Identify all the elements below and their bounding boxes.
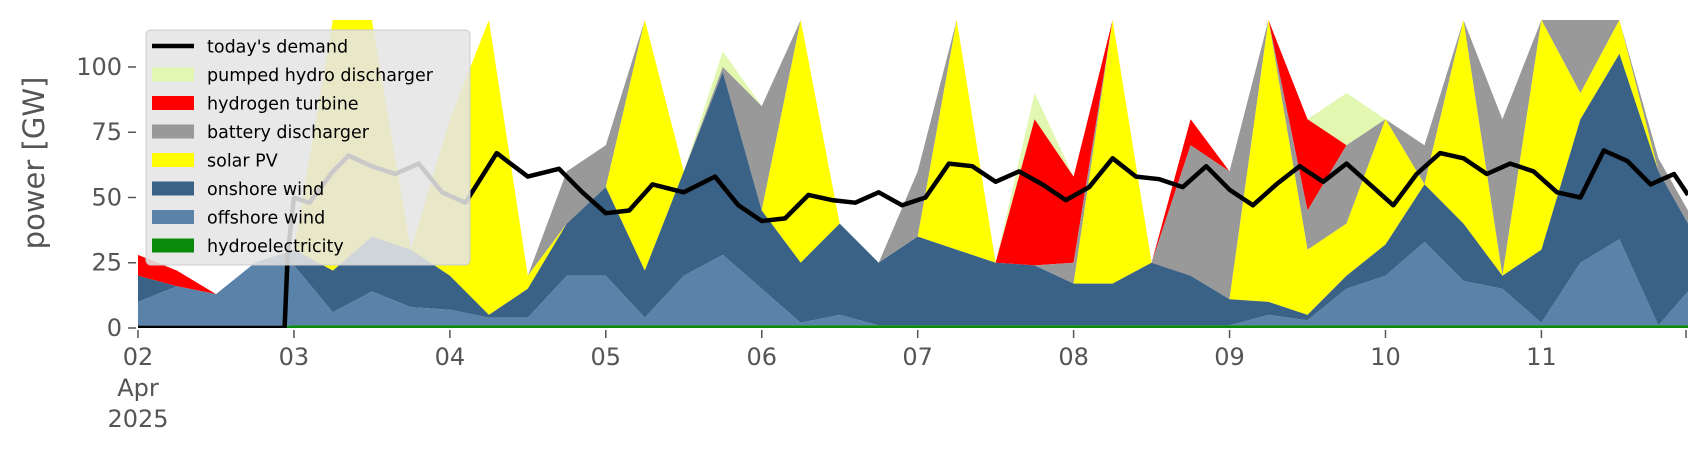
legend-item: today's demand xyxy=(152,38,348,58)
x-tick-label: 11 xyxy=(1526,343,1557,371)
legend-label: offshore wind xyxy=(207,209,325,229)
legend-item: pumped hydro discharger xyxy=(152,66,434,86)
legend-swatch xyxy=(152,181,194,196)
x-tick-label: 07 xyxy=(902,343,933,371)
legend-swatch xyxy=(152,153,194,167)
x-tick-label: 10 xyxy=(1370,343,1401,371)
x-tick-label: 02 xyxy=(123,343,154,371)
area-onshore-wind xyxy=(138,53,1688,326)
stacked-areas xyxy=(138,20,1688,328)
y-tick-label: 50 xyxy=(91,183,122,211)
legend-label: today's demand xyxy=(207,38,348,58)
legend-box xyxy=(145,29,471,266)
legend-item: onshore wind xyxy=(152,180,324,200)
x-tick-label: 03 xyxy=(279,343,310,371)
x-tick-label: 06 xyxy=(746,343,777,371)
area-hydroelectricity xyxy=(138,325,1688,328)
legend-label: hydroelectricity xyxy=(207,237,344,257)
x-tick-label: 08 xyxy=(1058,343,1089,371)
x-axis: 02 Apr 2025 03 04 05 06 07 08 09 10 11 xyxy=(107,330,1687,433)
legend-label: pumped hydro discharger xyxy=(207,66,434,86)
area-solar-pv xyxy=(138,20,1688,315)
area-battery-discharger xyxy=(138,20,1688,300)
legend-item: offshore wind xyxy=(152,209,325,229)
y-tick-label: 0 xyxy=(107,314,122,342)
legend-item: hydrogen turbine xyxy=(152,95,359,115)
legend-swatch xyxy=(152,96,194,110)
legend-item: battery discharger xyxy=(152,123,370,143)
x-tick-label: 09 xyxy=(1214,343,1245,371)
y-tick-label: 75 xyxy=(91,118,122,146)
y-axis: 0 25 50 75 100 xyxy=(76,53,136,342)
legend-swatch xyxy=(152,238,194,253)
x-tick-label: 2025 xyxy=(107,405,168,433)
x-tick-label: 04 xyxy=(435,343,466,371)
legend-item: solar PV xyxy=(152,152,278,172)
y-axis-label: power [GW] xyxy=(17,77,51,250)
legend-label: hydrogen turbine xyxy=(207,95,359,115)
legend-swatch xyxy=(152,124,194,139)
legend: today's demand pumped hydro discharger hyd… xyxy=(145,29,471,266)
legend-label: battery discharger xyxy=(207,123,370,143)
legend-item: hydroelectricity xyxy=(152,237,344,257)
area-offshore-wind xyxy=(138,239,1688,328)
legend-label: onshore wind xyxy=(207,180,324,200)
x-tick-label: 05 xyxy=(591,343,622,371)
y-tick-label: 25 xyxy=(91,249,122,277)
legend-label: solar PV xyxy=(207,152,278,172)
legend-swatch xyxy=(152,210,194,224)
legend-swatch xyxy=(152,67,194,82)
x-tick-label: Apr xyxy=(117,374,159,402)
y-tick-label: 100 xyxy=(76,53,122,81)
